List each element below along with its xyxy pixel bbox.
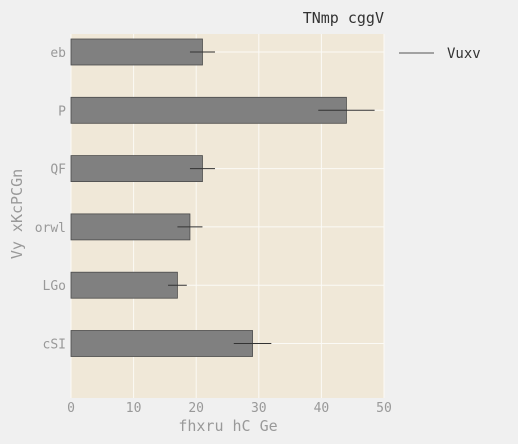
bars (70, 38, 347, 357)
x-tick-label: 50 (376, 401, 392, 416)
y-tick-labels: eb P QF orwl LGo cSI (35, 46, 66, 353)
x-axis-label: fhxru hC Ge (178, 417, 277, 435)
x-tick-label: 20 (188, 401, 204, 416)
y-tick-label: QF (50, 163, 66, 178)
bar-cSI (70, 330, 253, 357)
bar-QF (70, 155, 203, 183)
x-tick-label: 10 (126, 401, 142, 416)
x-tick-labels: 0 10 20 30 40 50 (67, 401, 392, 416)
y-axis-label: Vy xKcPCGn (8, 169, 26, 259)
x-tick-label: 0 (67, 401, 75, 416)
error-bars (168, 51, 375, 344)
y-tick-label: cSI (43, 338, 66, 353)
bar-LGo (70, 271, 178, 299)
legend: Vuxv (399, 46, 481, 62)
y-tick-label: LGo (43, 279, 66, 294)
bar-eb (70, 38, 203, 66)
y-tick-label: P (58, 104, 66, 119)
legend-label: Vuxv (447, 46, 481, 62)
chart-title: TNmp cggV (303, 9, 384, 27)
x-tick-label: 40 (314, 401, 330, 416)
y-tick-label: orwl (35, 221, 66, 236)
bar-P (70, 96, 347, 124)
bar-orwl (70, 213, 191, 241)
x-tick-label: 30 (251, 401, 267, 416)
y-tick-label: eb (50, 46, 66, 61)
